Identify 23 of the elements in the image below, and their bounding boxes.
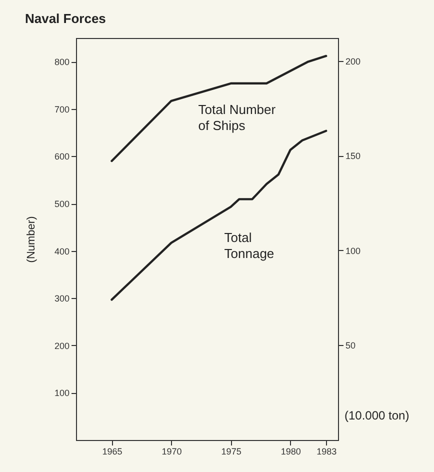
- y2-tick-label: 150: [346, 151, 361, 162]
- y-tick-label: 400: [54, 246, 70, 256]
- x-tick-label: 1980: [280, 446, 301, 456]
- y-tick-label: 500: [54, 199, 70, 210]
- y2-tick-label: 50: [346, 340, 356, 351]
- y-tick-label: 600: [54, 152, 70, 162]
- chart-title: Naval Forces: [24, 11, 106, 26]
- y-tick-label: 300: [54, 294, 70, 304]
- x-tick-label: 1970: [162, 446, 182, 456]
- x-tick-label: 1983: [316, 446, 337, 456]
- y-tick-label: 700: [54, 104, 70, 114]
- y2-tick-label: 200: [346, 56, 361, 66]
- y-tick-label: 100: [54, 388, 70, 398]
- y2-tick-label: 100: [346, 246, 361, 256]
- y-tick-label: 200: [54, 340, 70, 351]
- line-series: [110, 54, 328, 162]
- series-label: Total Number of Ships: [198, 102, 276, 133]
- y2-axis-title: (10.000 ton): [344, 408, 410, 422]
- y-tick-label: 800: [54, 57, 70, 68]
- x-tick-label: 1975: [221, 446, 242, 456]
- y-axis-title: (Number): [25, 216, 38, 263]
- x-tick-label: 1965: [102, 446, 122, 456]
- series-label: Total Tonnage: [224, 230, 274, 261]
